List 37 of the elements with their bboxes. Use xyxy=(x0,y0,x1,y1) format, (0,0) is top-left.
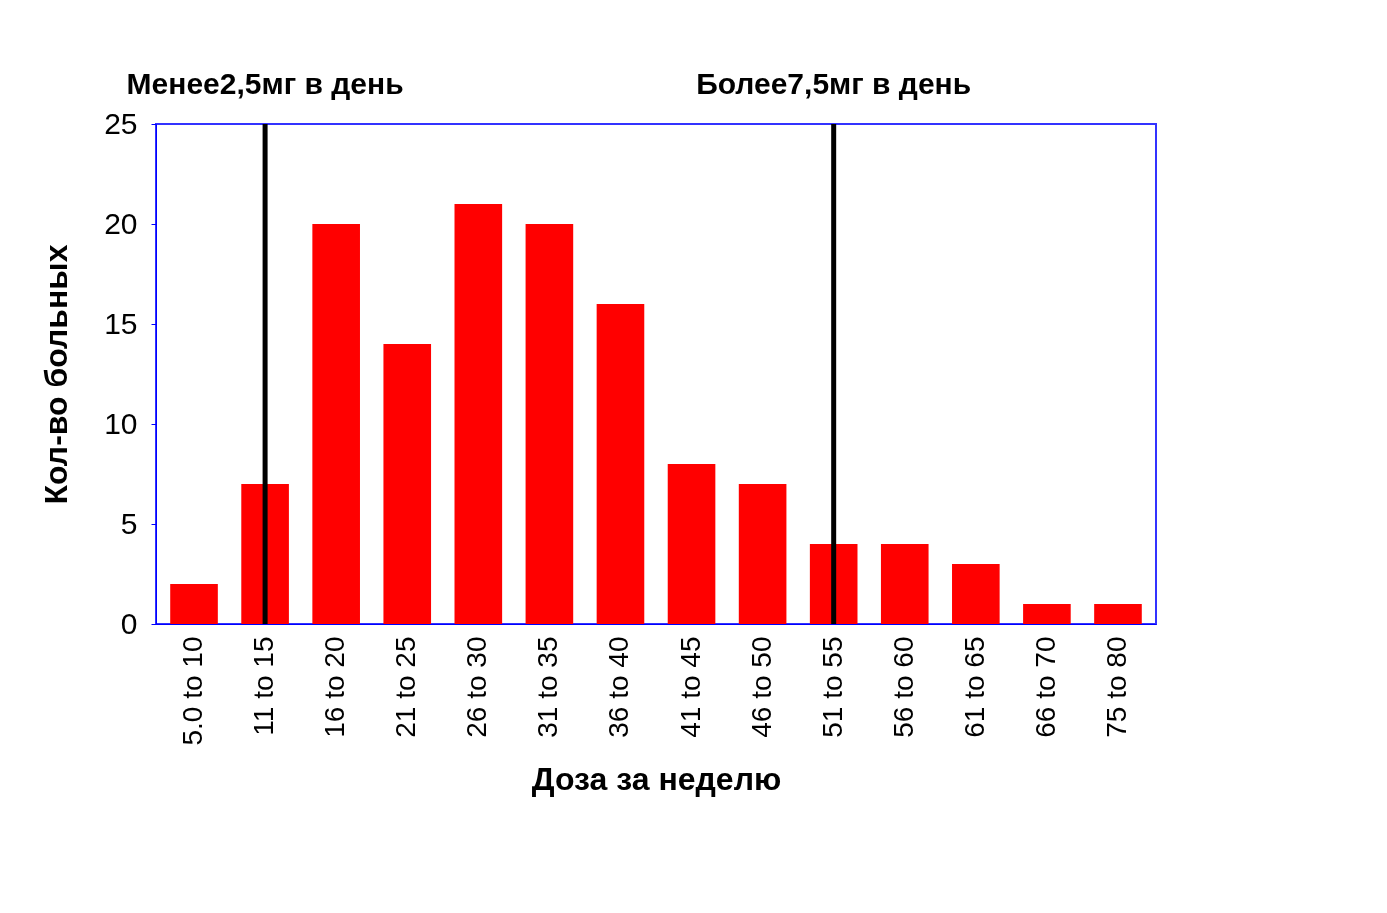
x-tick-label: 61 to 65 xyxy=(958,636,990,738)
bar xyxy=(667,464,716,624)
bar xyxy=(1023,604,1071,624)
x-tick-label: 21 to 25 xyxy=(390,636,422,738)
x-tick-label: 26 to 30 xyxy=(461,636,493,738)
ref-line-label: Более7,5мг в день xyxy=(696,67,972,100)
x-tick-label: 41 to 45 xyxy=(674,636,706,738)
x-tick-label: 11 to 15 xyxy=(248,636,280,736)
x-tick-label: 56 to 60 xyxy=(887,636,919,738)
y-tick-label: 5 xyxy=(120,506,138,540)
y-tick-label: 20 xyxy=(104,206,138,240)
bar xyxy=(170,584,218,624)
x-tick-label: 31 to 35 xyxy=(532,636,564,738)
x-tick-label: 36 to 40 xyxy=(603,636,635,738)
x-tick-label: 46 to 50 xyxy=(745,636,777,738)
bar xyxy=(952,564,1000,624)
x-tick-label: 16 to 20 xyxy=(319,636,351,738)
x-axis-title: Доза за неделю xyxy=(531,761,782,798)
x-tick-label: 51 to 55 xyxy=(816,636,848,738)
bar xyxy=(1094,604,1142,624)
bar xyxy=(241,484,289,624)
y-tick-label: 25 xyxy=(104,106,138,140)
bar xyxy=(738,484,787,624)
bar xyxy=(383,344,432,624)
y-axis-title: Кол-во больных xyxy=(38,244,75,505)
bar xyxy=(880,544,929,624)
bar xyxy=(312,224,360,624)
ref-line-label: Менее2,5мг в день xyxy=(126,67,404,100)
x-tick-label: 66 to 70 xyxy=(1029,636,1061,738)
x-tick-label: 75 to 80 xyxy=(1100,636,1132,738)
bar xyxy=(596,304,645,624)
bar xyxy=(525,224,574,624)
bar xyxy=(454,204,503,624)
y-tick-label: 0 xyxy=(120,606,138,640)
y-tick-label: 15 xyxy=(104,306,138,340)
y-tick-label: 10 xyxy=(104,406,138,440)
x-tick-label: 5.0 to 10 xyxy=(177,636,209,746)
